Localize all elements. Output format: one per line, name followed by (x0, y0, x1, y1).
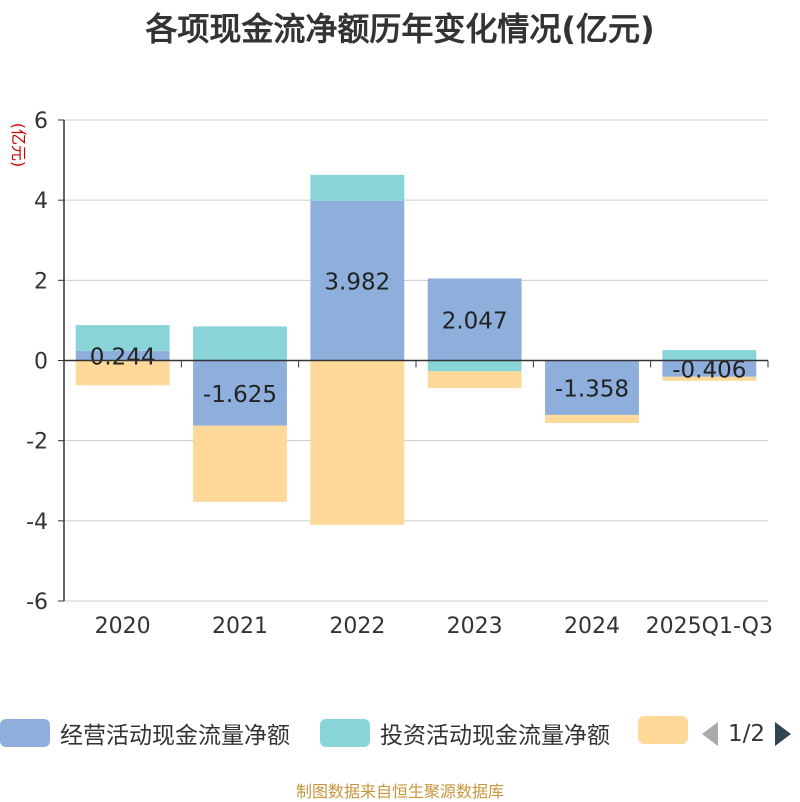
legend-label-investing: 投资活动现金流量净额 (380, 723, 610, 749)
operating-bar (662, 360, 757, 377)
x-category-label: 2024 (564, 614, 620, 639)
legend-pager: 1/2 (700, 716, 793, 752)
investing-bar (193, 326, 287, 361)
investing-bar (75, 325, 170, 351)
y-axis-unit-label: (亿元) (9, 123, 28, 168)
operating-data-label: 0.244 (90, 345, 156, 371)
legend-label-operating: 经营活动现金流量净额 (60, 723, 290, 749)
investing-bar (662, 350, 757, 361)
legend: 经营活动现金流量净额 投资活动现金流量净额 1/2 (0, 716, 800, 752)
operating-bar (427, 278, 522, 361)
source-note: 制图数据来自恒生聚源数据库 (295, 782, 504, 801)
arrow-left-icon[interactable] (700, 720, 720, 748)
operating-data-label: -1.358 (555, 377, 629, 403)
y-tick-label: -2 (26, 430, 48, 455)
y-tick-label: 0 (34, 350, 48, 375)
legend-page-indicator: 1/2 (728, 721, 766, 747)
financing-bar (427, 371, 522, 389)
operating-data-label: -1.625 (203, 382, 277, 408)
operating-bar (545, 360, 639, 415)
financing-bar (193, 425, 287, 502)
investing-bar (427, 360, 522, 372)
financing-bar (310, 360, 405, 525)
chart-area: -6 -4 -2 0 2 4 6 (亿元) 0.244 -1.625 3.982 2.047 -1.35… (9, 109, 773, 639)
x-category-label: 2023 (447, 614, 503, 639)
operating-data-label: 3.982 (324, 270, 390, 296)
financing-bar (662, 376, 757, 381)
operating-bar (310, 200, 405, 361)
y-tick-label: -6 (26, 590, 48, 615)
y-tick-label: 6 (34, 109, 48, 134)
legend-swatch-investing (320, 719, 370, 747)
legend-item-financing[interactable] (638, 716, 688, 744)
x-category-label: 2025Q1-Q3 (646, 614, 773, 639)
x-category-label: 2020 (95, 614, 151, 639)
financing-bar (545, 414, 639, 423)
x-category-label: 2021 (212, 614, 268, 639)
legend-item-investing[interactable]: 投资活动现金流量净额 (320, 716, 610, 750)
operating-bar (75, 350, 170, 361)
investing-bar (310, 174, 405, 201)
legend-swatch-financing (638, 716, 688, 744)
operating-data-label: 2.047 (442, 308, 508, 334)
legend-swatch-operating (0, 719, 50, 747)
y-tick-label: 2 (34, 269, 48, 294)
y-tick-label: -4 (26, 510, 48, 535)
y-tick-label: 4 (34, 189, 48, 214)
operating-data-label: -0.406 (672, 358, 746, 384)
chart-title: 各项现金流净额历年变化情况(亿元) (145, 10, 655, 48)
arrow-right-icon[interactable] (773, 720, 793, 748)
operating-bar (193, 360, 287, 426)
financing-bar (75, 360, 170, 386)
x-category-label: 2022 (329, 614, 385, 639)
legend-item-operating[interactable]: 经营活动现金流量净额 (0, 716, 290, 750)
